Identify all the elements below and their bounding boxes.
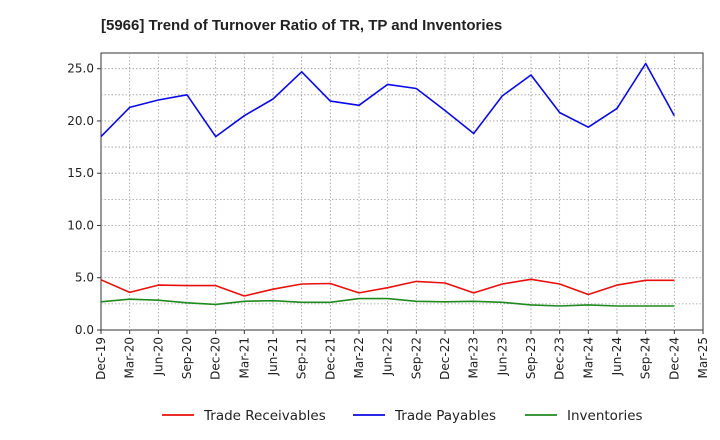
legend: Trade Receivables Trade Payables Inventori… (162, 408, 643, 424)
x-tick-label: Sep-21 (295, 337, 309, 379)
x-tick-label: Dec-23 (553, 337, 567, 380)
y-tick-label: 5.0 (75, 271, 94, 285)
x-tick-label: Mar-23 (467, 337, 481, 378)
x-tick-label: Sep-23 (524, 337, 538, 379)
series-line-trade-payables (100, 62, 676, 138)
x-tick-label: Mar-20 (123, 337, 137, 378)
y-tick-label: 25.0 (67, 62, 94, 76)
x-tick-label: Mar-21 (237, 337, 251, 378)
x-axis: Dec-19 Mar-20 Jun-20 Sep-20 Dec-20 Mar-21 Jun-… (94, 330, 710, 380)
series-lines (100, 62, 676, 307)
x-tick-label: Sep-20 (180, 337, 194, 379)
x-tick-label: Dec-19 (94, 337, 108, 380)
series-line-inventories (100, 297, 675, 307)
y-axis: 0.0 5.0 10.0 15.0 20.0 25.0 (67, 62, 101, 337)
x-tick-label: Sep-22 (409, 337, 423, 379)
x-tick-label: Jun-21 (266, 337, 280, 376)
y-tick-label: 0.0 (75, 323, 94, 337)
grid-lines (101, 53, 703, 330)
y-tick-label: 10.0 (67, 218, 94, 232)
x-tick-label: Mar-25 (696, 337, 710, 378)
legend-label: Inventories (567, 408, 643, 424)
x-tick-label: Dec-22 (438, 337, 452, 380)
y-tick-label: 15.0 (67, 166, 94, 180)
x-tick-label: Jun-23 (495, 337, 509, 376)
legend-label: Trade Receivables (203, 408, 326, 424)
x-tick-label: Jun-20 (151, 337, 165, 376)
chart-title: [5966] Trend of Turnover Ratio of TR, TP… (101, 17, 502, 34)
series-line-trade-receivables (100, 278, 675, 297)
y-tick-label: 20.0 (67, 114, 94, 128)
x-tick-label: Dec-24 (667, 337, 681, 380)
x-tick-label: Sep-24 (639, 337, 653, 379)
x-tick-label: Mar-24 (581, 337, 595, 378)
legend-label: Trade Payables (394, 408, 496, 424)
x-tick-label: Dec-21 (323, 337, 337, 380)
x-tick-label: Mar-22 (352, 337, 366, 378)
x-tick-label: Jun-24 (610, 337, 624, 376)
x-tick-label: Jun-22 (381, 337, 395, 376)
x-tick-label: Dec-20 (209, 337, 223, 380)
